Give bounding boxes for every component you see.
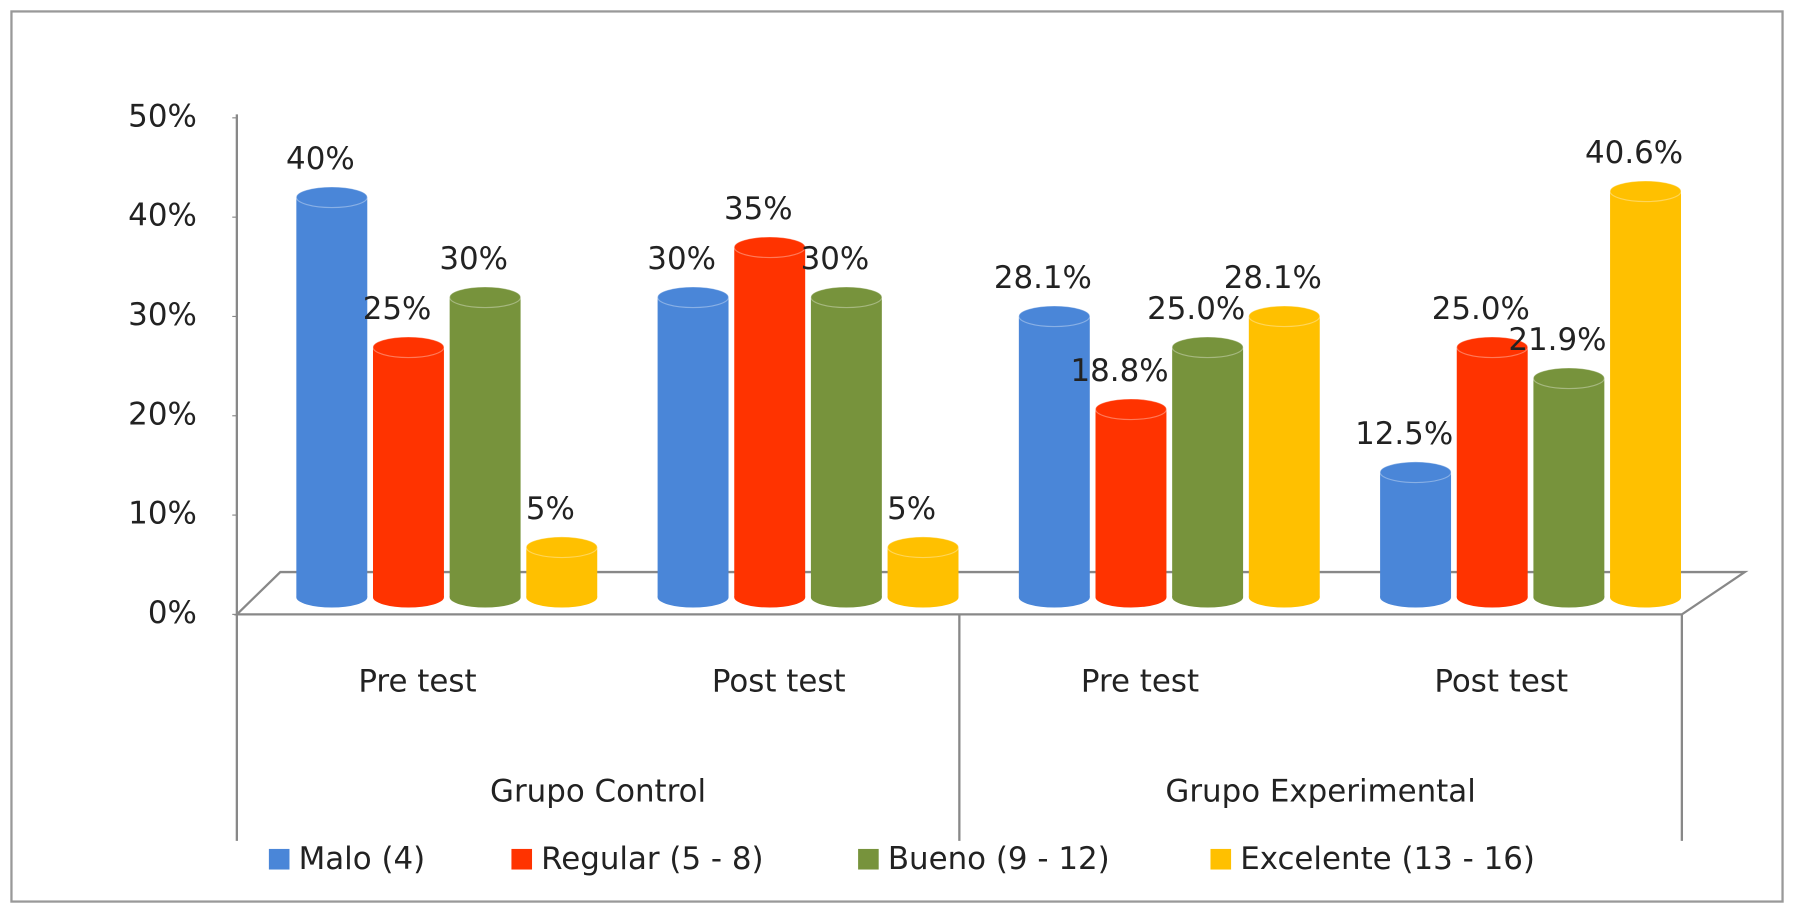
bar-top [1094,398,1168,421]
bar [1094,398,1168,608]
bar-body [810,297,882,598]
y-tick-label: 50% [128,98,197,134]
bar-top [449,286,522,309]
data-label: 30% [439,241,508,277]
y-tick-label: 0% [148,595,197,631]
bar [1018,305,1091,608]
bar-body [1380,472,1452,598]
x-tick-label: Post test [712,664,846,700]
bar [1379,461,1452,608]
bar-top [810,286,883,309]
bar [1456,336,1529,608]
data-label: 40.6% [1585,135,1683,171]
data-label: 35% [724,191,793,227]
legend-swatch [858,848,879,870]
bar [449,286,522,608]
legend-label: Bueno (9 - 12) [888,841,1110,877]
bar-top [1248,305,1321,328]
legend-swatch [511,848,533,870]
bar-top [886,536,960,559]
legend-label: Regular (5 - 8) [541,841,763,877]
bar-body [296,197,368,598]
x-tick-label: Pre test [358,664,476,700]
bar-top [657,286,730,309]
bar-body [1018,316,1090,598]
bar-body [1533,378,1605,598]
data-label: 30% [647,241,716,277]
data-label: 5% [887,491,936,527]
bar [733,236,806,608]
bar-top [1171,336,1244,359]
data-label: 28.1% [1224,260,1322,296]
bar-top [733,236,806,259]
data-label: 18.8% [1070,353,1168,389]
group-label: Grupo Experimental [1165,773,1475,809]
bar [1171,336,1244,608]
bar-top [1456,336,1529,359]
bar-body [1095,409,1167,598]
bar [886,536,960,608]
legend-swatch [1210,848,1232,870]
x-tick-label: Post test [1434,664,1568,700]
bar-body [1610,191,1682,598]
bar-top [295,186,368,209]
bar-top [1609,180,1682,203]
data-label: 30% [801,241,870,277]
y-tick-label: 40% [128,198,197,234]
legend-label: Excelente (13 - 16) [1240,841,1535,877]
y-tick-label: 10% [128,496,197,532]
legend-swatch [268,848,290,870]
bar-body [1248,316,1320,598]
bar [810,286,883,608]
bar [1248,305,1321,608]
bar [1532,367,1605,608]
bar-top [372,336,445,359]
bar-top [1018,305,1091,328]
bar-top [525,536,598,559]
data-label: 12.5% [1355,416,1453,452]
y-tick-label: 20% [128,396,197,432]
bar-body [1172,347,1244,598]
bar-body [734,247,806,598]
x-tick-label: Pre test [1081,664,1199,700]
data-label: 25% [363,291,432,327]
bar [657,286,730,608]
bar [372,336,445,608]
y-tick-label: 30% [128,297,197,333]
legend-label: Malo (4) [299,841,426,877]
data-label: 28.1% [994,260,1092,296]
bar-body [1456,347,1528,598]
bar-top [1379,461,1452,484]
group-label: Grupo Control [490,773,706,809]
bar-body [657,297,729,598]
bar [1609,180,1682,608]
data-label: 5% [526,491,575,527]
data-label: 25.0% [1147,291,1245,327]
bar-top [1532,367,1605,390]
data-label: 21.9% [1508,322,1606,358]
bar [525,536,598,608]
bar-body [372,347,444,598]
floor [234,570,1749,616]
data-label: 40% [286,141,355,177]
bar-body [449,297,521,598]
data-label: 25.0% [1432,291,1530,327]
bar [295,186,368,608]
